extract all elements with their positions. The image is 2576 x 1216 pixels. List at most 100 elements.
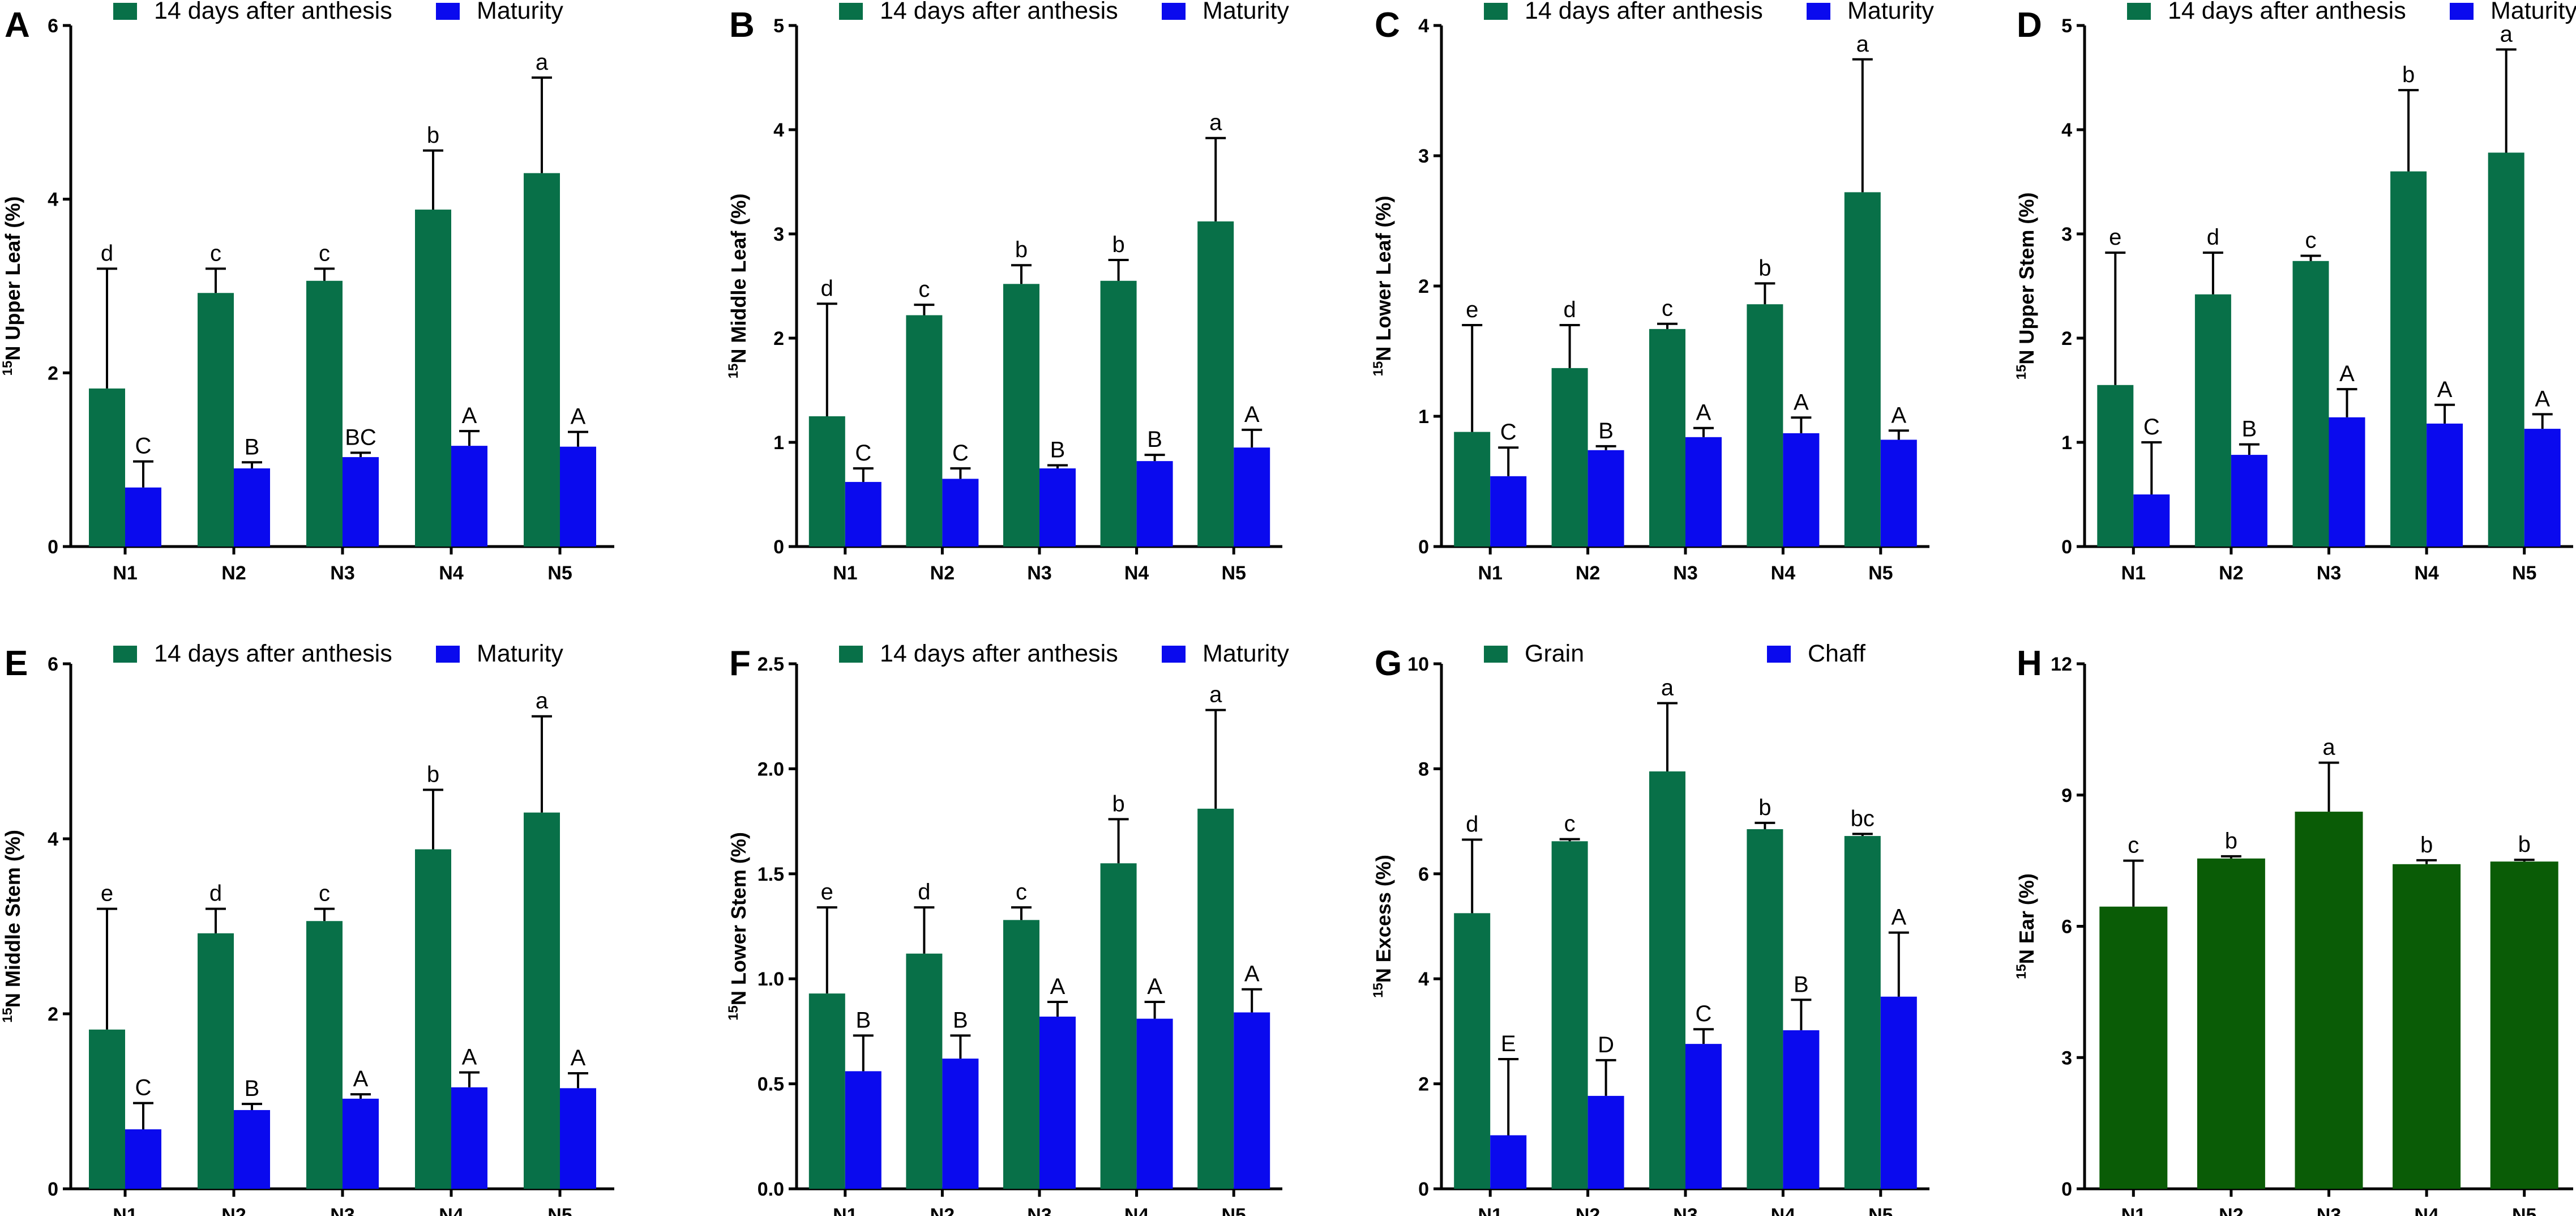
significance-letter: B: [1050, 437, 1066, 462]
x-tick-label: N3: [2317, 1205, 2341, 1216]
legend-label: 14 days after anthesis: [880, 640, 1118, 667]
significance-letter: A: [571, 1046, 586, 1070]
bar-e-14-days-after-anthesis-n5: [524, 812, 560, 1189]
bar-f-14-days-after-anthesis-n2: [906, 953, 943, 1189]
x-tick-label: N2: [221, 562, 246, 584]
y-tick-label: 2.5: [758, 654, 784, 675]
x-tick-label: N5: [1221, 562, 1246, 584]
x-tick-label: N2: [930, 1205, 955, 1216]
y-tick-label: 2.0: [758, 758, 784, 780]
x-tick-label: N4: [1771, 1205, 1796, 1216]
panel-letter: D: [2017, 6, 2042, 45]
legend-swatch: [436, 646, 460, 663]
bar-e-maturity-n4: [451, 1087, 487, 1189]
bar-a-maturity-n3: [343, 457, 379, 547]
legend-label: Maturity: [1847, 0, 1934, 24]
significance-letter: A: [353, 1066, 369, 1091]
bar-g-chaff-n2: [1587, 1095, 1624, 1189]
significance-letter: a: [2500, 22, 2513, 46]
significance-letter: b: [427, 762, 439, 787]
legend-label: Maturity: [1203, 640, 1289, 667]
panel-b: B 0 1 2 3 4 5 15N Middle Leaf (%) N1 d C N2 c C N3 b B N4…: [726, 0, 1289, 584]
bar-g-grain-n4: [1747, 829, 1783, 1189]
bar-f-14-days-after-anthesis-n4: [1100, 863, 1137, 1189]
legend-label: 14 days after anthesis: [2168, 0, 2406, 24]
y-tick-label: 0: [2061, 536, 2072, 558]
legend-label: 14 days after anthesis: [154, 640, 392, 667]
significance-letter: c: [2128, 833, 2139, 858]
bar-g-chaff-n3: [1685, 1044, 1722, 1189]
y-tick-label: 2: [48, 362, 58, 384]
bar-e-maturity-n2: [234, 1110, 270, 1189]
bar-b-14-days-after-anthesis-n2: [906, 315, 943, 547]
significance-letter: A: [1050, 974, 1066, 999]
bar-c-14-days-after-anthesis-n5: [1844, 192, 1881, 547]
y-tick-label: 1: [2061, 432, 2072, 454]
bar-d-14-days-after-anthesis-n1: [2097, 385, 2134, 547]
bar-f-maturity-n4: [1136, 1018, 1173, 1189]
significance-letter: e: [1466, 297, 1478, 322]
x-tick-label: N1: [113, 562, 137, 584]
significance-letter: d: [2207, 225, 2219, 250]
y-tick-label: 0: [1418, 536, 1429, 558]
bar-b-maturity-n3: [1039, 468, 1076, 547]
y-axis-label: 15N Upper Leaf (%): [0, 197, 24, 376]
legend-label: Grain: [1525, 640, 1584, 667]
bar-g-grain-n5: [1844, 836, 1881, 1189]
significance-letter: c: [2305, 228, 2317, 253]
significance-letter: B: [1147, 427, 1162, 452]
bar-d-maturity-n3: [2329, 417, 2365, 547]
x-tick-label: N4: [439, 562, 464, 584]
legend-swatch: [2450, 3, 2474, 20]
significance-letter: A: [1891, 905, 1906, 930]
x-tick-label: N1: [2121, 562, 2146, 584]
bar-e-14-days-after-anthesis-n1: [89, 1029, 125, 1189]
y-tick-label: 1: [773, 432, 784, 454]
bar-b-maturity-n2: [942, 479, 979, 547]
y-tick-label: 0.5: [758, 1074, 784, 1095]
bar-g-grain-n2: [1551, 841, 1588, 1189]
panel-g: G 0 2 4 6 8 10 15N Excess (%) N1 d E N2 c D N3 a C N4 b B N5…: [1371, 640, 1929, 1216]
y-tick-label: 9: [2061, 785, 2072, 807]
bar-g-grain-n3: [1649, 771, 1685, 1189]
legend-label: Chaff: [1808, 640, 1866, 667]
significance-letter: A: [1696, 400, 1711, 425]
y-axis-label: 15N Lower Stem (%): [726, 832, 750, 1021]
significance-letter: A: [462, 403, 477, 428]
y-tick-label: 5: [773, 15, 784, 37]
bar-c-maturity-n3: [1685, 437, 1722, 547]
significance-letter: e: [821, 880, 833, 904]
bar-f-14-days-after-anthesis-n3: [1003, 920, 1039, 1189]
bar-f-maturity-n1: [845, 1071, 882, 1189]
y-tick-label: 6: [48, 15, 58, 37]
bar-b-maturity-n4: [1136, 461, 1173, 547]
panel-letter: F: [729, 644, 751, 683]
significance-letter: A: [2535, 386, 2550, 411]
significance-letter: C: [1696, 1001, 1712, 1026]
y-tick-label: 5: [2061, 15, 2072, 37]
x-tick-label: N1: [1478, 562, 1502, 584]
significance-letter: B: [245, 1076, 260, 1101]
y-tick-label: 6: [48, 654, 58, 675]
x-tick-label: N5: [547, 562, 572, 584]
bar-a-maturity-n2: [234, 468, 270, 547]
legend-swatch: [1162, 3, 1186, 20]
significance-letter: C: [135, 434, 152, 459]
significance-letter: A: [1891, 403, 1906, 428]
panel-letter: A: [5, 6, 30, 45]
legend-swatch: [436, 3, 460, 20]
significance-letter: bc: [1851, 806, 1875, 831]
legend-label: Maturity: [477, 640, 563, 667]
significance-letter: A: [1147, 974, 1162, 999]
bar-c-maturity-n5: [1880, 440, 1917, 547]
x-tick-label: N2: [221, 1205, 246, 1216]
x-tick-label: N2: [2219, 1205, 2243, 1216]
significance-letter: A: [2339, 361, 2355, 386]
bar-f-maturity-n5: [1234, 1012, 1270, 1189]
y-tick-label: 2: [1418, 1074, 1429, 1095]
x-tick-label: N5: [547, 1205, 572, 1216]
x-tick-label: N1: [113, 1205, 137, 1216]
significance-letter: a: [1209, 682, 1222, 707]
legend-label: Maturity: [1203, 0, 1289, 24]
y-axis-label: 15N Upper Stem (%): [2014, 193, 2038, 380]
